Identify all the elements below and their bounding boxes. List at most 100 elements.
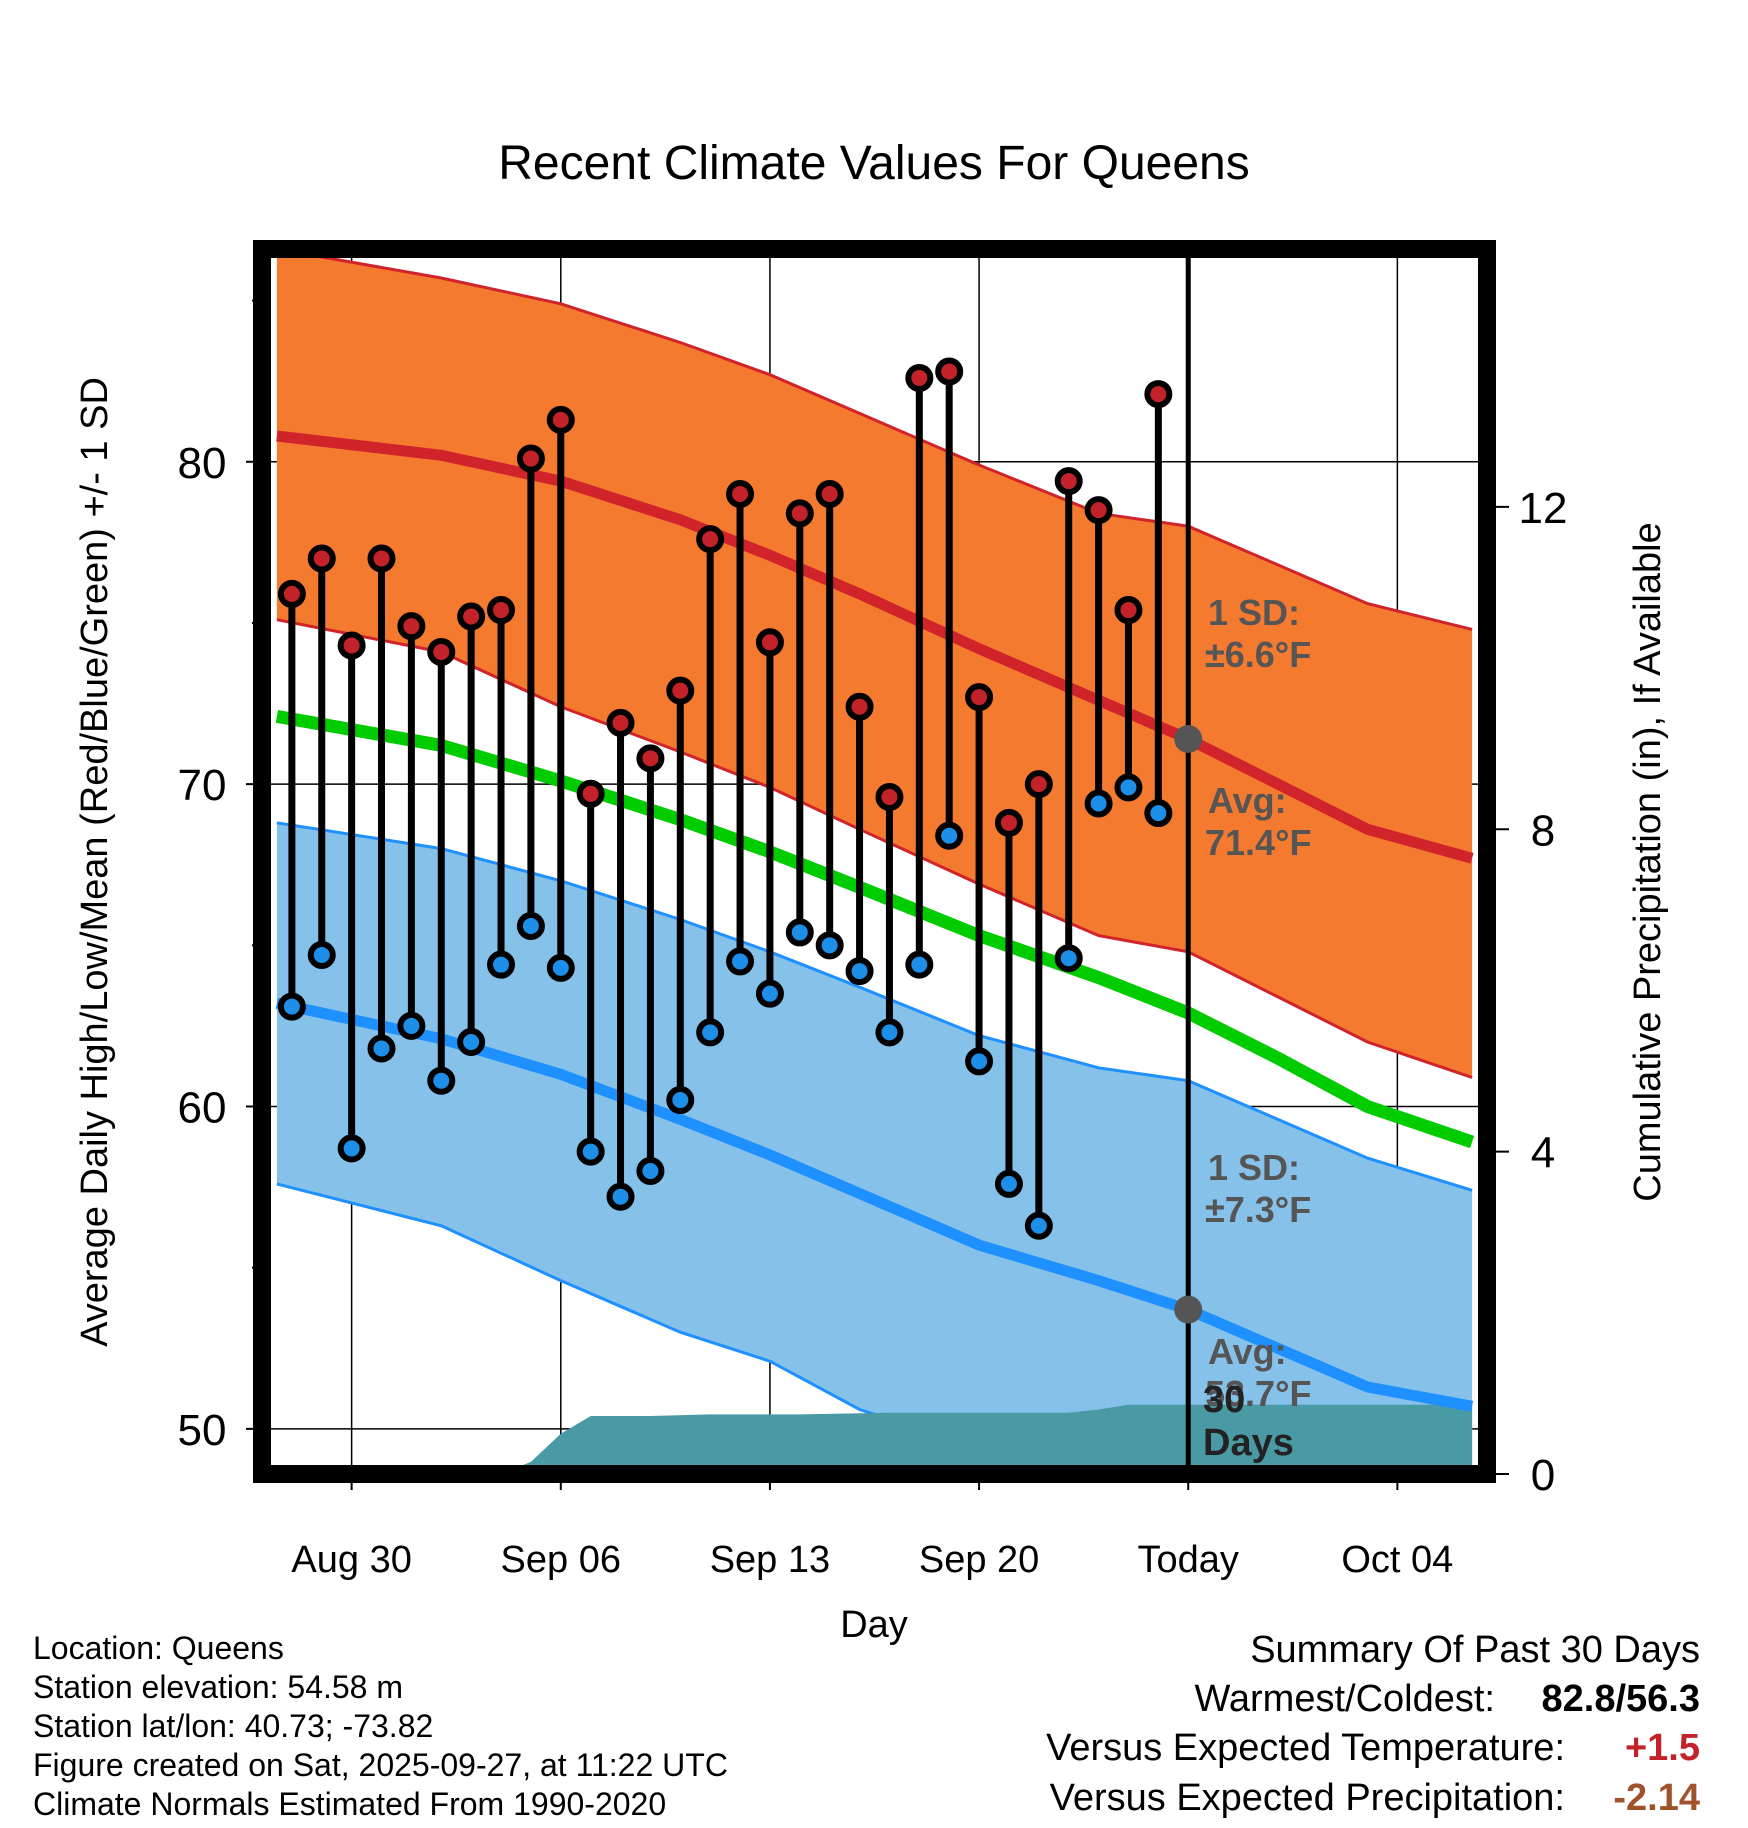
- daily-high-point: [845, 692, 874, 721]
- daily-low-point: [935, 821, 964, 850]
- daily-low-point: [307, 940, 336, 969]
- left-tick-label: 80: [178, 439, 227, 488]
- left-tick-label: 50: [178, 1406, 227, 1455]
- day-observation: [1144, 380, 1173, 828]
- left-tick-label: 70: [178, 761, 227, 810]
- daily-high-point: [994, 808, 1023, 837]
- day-observation: [516, 444, 545, 940]
- daily-high-point: [606, 708, 635, 737]
- x-tick-label: Sep 13: [710, 1539, 830, 1581]
- daily-observations: [277, 357, 1173, 1240]
- summary-panel: Summary Of Past 30 Days Warmest/Coldest:…: [1046, 1629, 1700, 1819]
- day-observation: [307, 544, 336, 969]
- daily-high-point: [636, 744, 665, 773]
- day-observation: [397, 612, 426, 1040]
- right-axis: 0 4 8 12: [1487, 484, 1567, 1500]
- daily-low-point: [994, 1169, 1023, 1198]
- daily-high-point: [427, 637, 456, 666]
- high-avg-value: 71.4°F: [1205, 822, 1311, 863]
- daily-low-point: [1114, 773, 1143, 802]
- day-observation: [1114, 596, 1143, 802]
- daily-low-point: [726, 947, 755, 976]
- summary-temp-value: +1.5: [1625, 1727, 1700, 1769]
- chart-title: Recent Climate Values For Queens: [498, 137, 1249, 190]
- low-sd-upper-edge: [276, 821, 1473, 1192]
- daily-high-point: [576, 779, 605, 808]
- daily-low-point: [845, 957, 874, 986]
- day-observation: [277, 579, 306, 1021]
- daily-high-point: [1054, 467, 1083, 496]
- daily-low-point: [487, 950, 516, 979]
- period-label-unit: Days: [1203, 1422, 1294, 1464]
- daily-high-point: [307, 544, 336, 573]
- day-observation: [905, 363, 934, 979]
- daily-low-point: [1054, 944, 1083, 973]
- x-tick-label: Sep 06: [501, 1539, 621, 1581]
- daily-high-point: [457, 602, 486, 631]
- high-sd-value: ±6.6°F: [1205, 634, 1311, 675]
- summary-title: Summary Of Past 30 Days: [1250, 1629, 1700, 1671]
- day-observation: [606, 708, 635, 1211]
- x-tick-label: Oct 04: [1341, 1539, 1453, 1581]
- day-observation: [845, 692, 874, 986]
- daily-low-point: [576, 1137, 605, 1166]
- period-label-count: 30: [1203, 1379, 1245, 1421]
- daily-low-point: [965, 1047, 994, 1076]
- today-avg-high-marker: [1174, 725, 1203, 753]
- daily-low-point: [367, 1034, 396, 1063]
- low-sd-band: [276, 822, 1473, 1474]
- daily-low-point: [666, 1086, 695, 1115]
- daily-high-point: [546, 405, 575, 434]
- bottom-axis: Aug 30 Sep 06 Sep 13 Sep 20 Today Oct 04: [291, 1474, 1453, 1581]
- high-sd-label: 1 SD:: [1208, 592, 1300, 633]
- summary-temp-label: Versus Expected Temperature:: [1046, 1727, 1565, 1769]
- day-observation: [875, 783, 904, 1047]
- normal-low-line: [275, 997, 1474, 1412]
- day-observation: [815, 480, 844, 960]
- day-observation: [546, 405, 575, 982]
- daily-low-point: [606, 1182, 635, 1211]
- x-tick-label: Aug 30: [291, 1539, 411, 1581]
- day-observation: [696, 525, 725, 1047]
- low-avg-label: Avg:: [1208, 1331, 1287, 1372]
- summary-precip-value: -2.14: [1613, 1777, 1700, 1819]
- daily-low-point: [696, 1018, 725, 1047]
- daily-low-point: [1084, 789, 1113, 818]
- footer-latlon: Station lat/lon: 40.73; -73.82: [33, 1708, 433, 1744]
- right-axis-label: Cumulative Precipitation (in), If Availa…: [1627, 522, 1669, 1201]
- period-label: 30 Days: [1203, 1379, 1294, 1464]
- low-sd-value: ±7.3°F: [1205, 1189, 1311, 1230]
- daily-high-point: [726, 480, 755, 508]
- daily-high-point: [1114, 596, 1143, 625]
- x-tick-label: Today: [1138, 1539, 1239, 1581]
- right-tick-label: 8: [1531, 806, 1555, 855]
- daily-high-point: [666, 676, 695, 705]
- day-observation: [636, 744, 665, 1185]
- summary-precip-label: Versus Expected Precipitation:: [1050, 1777, 1565, 1819]
- day-observation: [994, 808, 1023, 1198]
- day-observation: [1054, 467, 1083, 973]
- x-tick-label: Sep 20: [919, 1539, 1039, 1581]
- daily-high-point: [277, 579, 306, 608]
- left-tick-label: 60: [178, 1084, 227, 1133]
- day-observation: [457, 602, 486, 1057]
- low-avg-value: 53.7°F: [1205, 1373, 1311, 1414]
- daily-high-point: [875, 783, 904, 812]
- daily-high-point: [397, 612, 426, 641]
- right-tick-label: 12: [1519, 484, 1568, 533]
- precipitation-area: [276, 1404, 1473, 1474]
- precipitation-fill: [276, 1404, 1473, 1474]
- day-observation: [965, 683, 994, 1076]
- day-observation: [427, 637, 456, 1095]
- daily-low-point: [546, 953, 575, 982]
- daily-low-point: [785, 918, 814, 947]
- left-axis-label: Average Daily High/Low/Mean (Red/Blue/Gr…: [74, 377, 116, 1347]
- daily-high-point: [337, 631, 366, 660]
- daily-low-point: [815, 931, 844, 960]
- daily-low-point: [636, 1156, 665, 1185]
- day-observation: [755, 628, 784, 1008]
- left-axis: 50 60 70 80: [178, 299, 262, 1455]
- footer-normals: Climate Normals Estimated From 1990-2020: [33, 1786, 666, 1822]
- daily-high-point: [1084, 496, 1113, 525]
